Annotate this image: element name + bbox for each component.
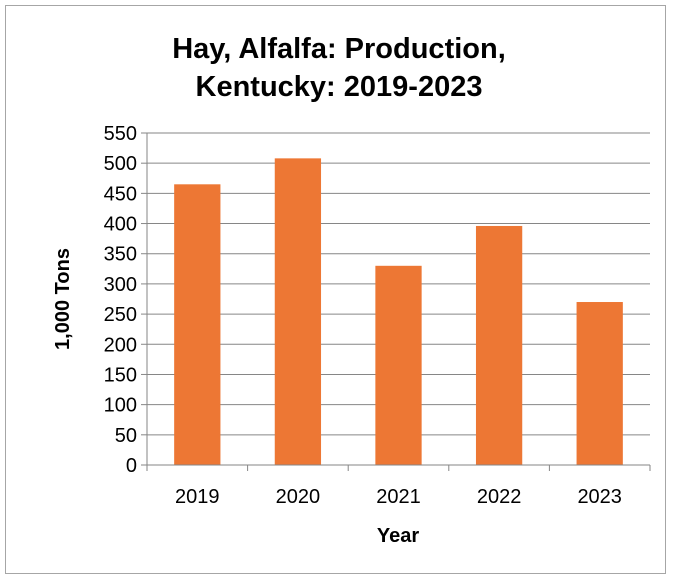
y-tick-label-50: 50	[115, 425, 137, 447]
bars	[174, 158, 623, 466]
y-tick-label-100: 100	[104, 395, 137, 417]
x-tick-label-2023: 2023	[577, 486, 622, 508]
chart-title-line-1: Hay, Alfalfa: Production,	[172, 33, 506, 65]
x-axis-title: Year	[377, 525, 419, 547]
x-tick-label-2021: 2021	[376, 486, 421, 508]
chart-title-line-2: Kentucky: 2019-2023	[196, 71, 483, 103]
x-tick-label-2022: 2022	[477, 486, 522, 508]
bar-2019	[174, 184, 221, 466]
y-tick-label-550: 550	[104, 123, 137, 145]
x-tick-label-2019: 2019	[175, 486, 220, 508]
y-tick-label-250: 250	[104, 304, 137, 326]
y-tick-label-150: 150	[104, 364, 137, 386]
bar-2022	[475, 225, 523, 465]
axes	[146, 133, 651, 471]
x-tick-labels: 2019 2020 2021 2022 2023	[175, 486, 622, 508]
y-tick-label-350: 350	[104, 244, 137, 266]
y-tick-label-500: 500	[104, 153, 137, 175]
y-tick-label-450: 450	[104, 183, 137, 205]
y-tick-labels: 0 50 100 150 200 250 300 350 400 450 500 550	[104, 123, 137, 477]
y-tick-label-0: 0	[126, 455, 137, 477]
chart-frame	[5, 5, 666, 574]
y-tick-label-400: 400	[104, 214, 137, 236]
bar-2021	[375, 265, 422, 465]
bar-2023	[576, 302, 623, 465]
y-axis-title: 1,000 Tons	[52, 248, 74, 350]
y-tick-label-200: 200	[104, 334, 137, 356]
x-tick-label-2020: 2020	[276, 486, 321, 508]
y-tick-label-300: 300	[104, 274, 137, 296]
bar-2020	[274, 158, 322, 465]
